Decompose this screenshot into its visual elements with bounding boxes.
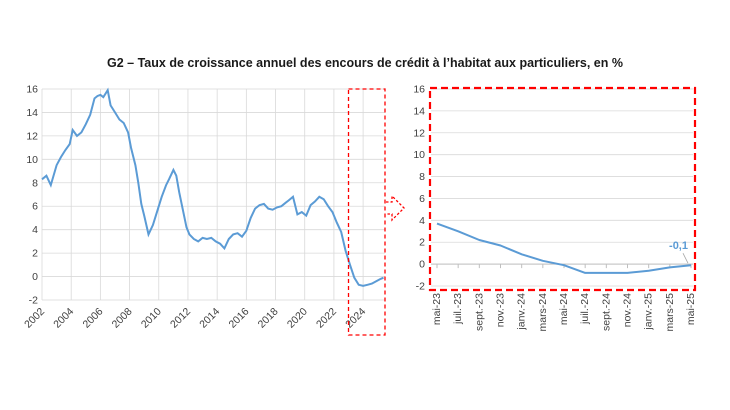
right-x-tick-label: juil.-23 [452, 293, 464, 325]
left-y-tick-label: -2 [29, 295, 38, 307]
left-y-tick-label: 10 [26, 154, 38, 166]
left-y-tick-label: 12 [26, 130, 38, 142]
left-x-tick-label: 2010 [139, 306, 164, 331]
right-y-tick-label: 8 [419, 171, 425, 183]
right-y-tick-label: -2 [416, 281, 425, 293]
left-x-tick-label: 2004 [51, 306, 76, 331]
left-y-tick-label: 16 [26, 84, 38, 96]
left-y-tick-label: 4 [32, 224, 38, 236]
right-x-tick-label: juil.-24 [579, 293, 591, 325]
left-y-tick-label: 6 [32, 201, 38, 213]
left-x-axis: 2002 2004 2006 2008 2010 2012 2014 2016 2018 2020… [22, 306, 368, 331]
left-x-tick-label: 2020 [285, 306, 310, 331]
left-y-tick-label: 8 [32, 177, 38, 189]
left-chart: -2 0 2 4 6 8 10 12 14 16 2002 2004 2006 2008 2010 2012… [22, 84, 385, 331]
zoom-frame [428, 86, 697, 292]
right-x-axis: mai-23 juil.-23 sept.-23 nov.-23 janv.-24 mar… [431, 264, 697, 332]
right-y-tick-label: 0 [419, 259, 425, 271]
zoom-highlight-box [347, 88, 386, 336]
right-y-tick-label: 12 [413, 127, 425, 139]
right-x-tick-label: mai-23 [431, 293, 443, 325]
right-x-tick-label: sept.-24 [600, 293, 612, 331]
right-x-tick-label: mars-24 [537, 293, 549, 332]
right-x-tick-label: mars-25 [664, 293, 676, 332]
left-grid [41, 88, 385, 301]
right-x-tick-label: nov.-24 [622, 293, 634, 327]
right-series-line [436, 222, 692, 274]
left-x-tick-label: 2016 [226, 306, 251, 331]
left-x-tick-label: 2006 [81, 306, 106, 331]
right-y-tick-label: 10 [413, 149, 425, 161]
zoom-arrow-icon [386, 194, 405, 222]
right-y-tick-label: 6 [419, 193, 425, 205]
right-y-tick-label: 14 [413, 105, 425, 117]
right-y-tick-label: 16 [413, 84, 425, 96]
left-x-tick-label: 2018 [256, 306, 281, 331]
left-x-tick-label: 2014 [197, 306, 222, 331]
right-grid [431, 88, 693, 287]
left-x-tick-label: 2022 [314, 306, 339, 331]
right-x-tick-label: sept.-23 [473, 293, 485, 331]
left-x-tick-label: 2012 [168, 306, 193, 331]
data-label: -0,1 [669, 240, 688, 252]
left-y-axis: -2 0 2 4 6 8 10 12 14 16 [26, 84, 38, 307]
left-y-tick-label: 2 [32, 248, 38, 260]
chart-title: G2 – Taux de croissance annuel des encou… [107, 56, 623, 70]
left-y-tick-label: 14 [26, 107, 38, 119]
right-x-tick-label: janv.-25 [643, 293, 655, 331]
data-label-leader [682, 253, 689, 264]
right-x-tick-label: nov.-23 [495, 293, 507, 327]
right-y-tick-label: 4 [419, 215, 425, 227]
right-y-tick-label: 2 [419, 237, 425, 249]
right-x-tick-label: mai-24 [558, 293, 570, 325]
left-series-line [41, 87, 384, 287]
left-x-tick-label: 2002 [22, 306, 47, 331]
left-x-tick-label: 2008 [110, 306, 135, 331]
left-x-tick-label: 2024 [343, 306, 368, 331]
left-y-tick-label: 0 [32, 271, 38, 283]
right-x-tick-label: janv.-24 [516, 293, 528, 331]
right-y-axis: -2 0 2 4 6 8 10 12 14 16 [413, 84, 425, 293]
right-x-tick-label: mai-25 [685, 293, 697, 325]
right-chart: -2 0 2 4 6 8 10 12 14 16 mai-23 juil.-23 sept.-23 no… [413, 84, 697, 332]
